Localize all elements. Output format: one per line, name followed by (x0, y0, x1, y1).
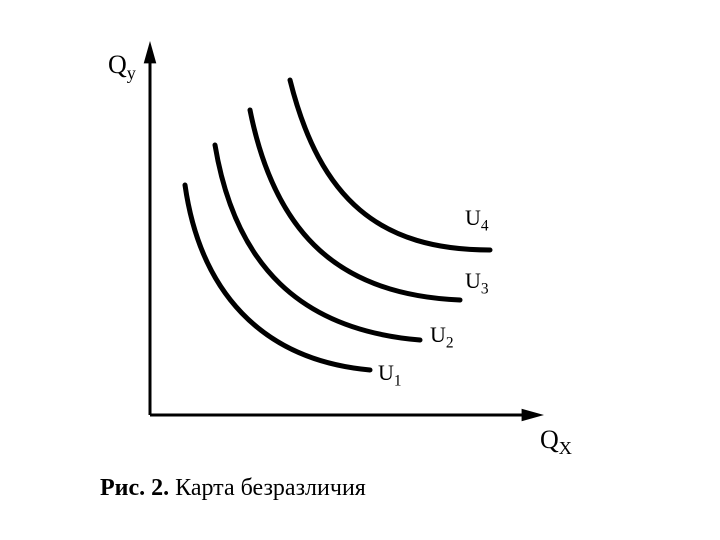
curve-label-U4: U4 (465, 205, 489, 235)
x-axis-label-sub: X (559, 438, 572, 458)
curve-label-U1: U1 (378, 360, 402, 390)
x-axis-label-main: Q (540, 425, 559, 454)
curve-label-sub: 3 (481, 280, 489, 297)
y-axis-label-sub: y (127, 63, 136, 83)
caption-prefix: Рис. 2. (100, 475, 169, 501)
curve-label-sub: 2 (446, 334, 454, 351)
x-axis-label: QX (540, 425, 572, 459)
curve-label-main: U (465, 205, 481, 230)
curve-label-main: U (430, 322, 446, 347)
curve-label-sub: 1 (394, 372, 402, 389)
caption-text: Карта безразличия (175, 475, 366, 501)
figure: Qy QX U1U2U3U4 Рис. 2. Карта безразличия (0, 0, 720, 540)
curve-label-main: U (378, 360, 394, 385)
curve-label-sub: 4 (481, 217, 489, 234)
curve-label-U3: U3 (465, 268, 489, 298)
y-axis-label-main: Q (108, 50, 127, 79)
figure-caption: Рис. 2. Карта безразличия (100, 475, 366, 502)
curve-label-U2: U2 (430, 322, 454, 352)
y-axis-label: Qy (108, 50, 136, 84)
curve-label-main: U (465, 268, 481, 293)
